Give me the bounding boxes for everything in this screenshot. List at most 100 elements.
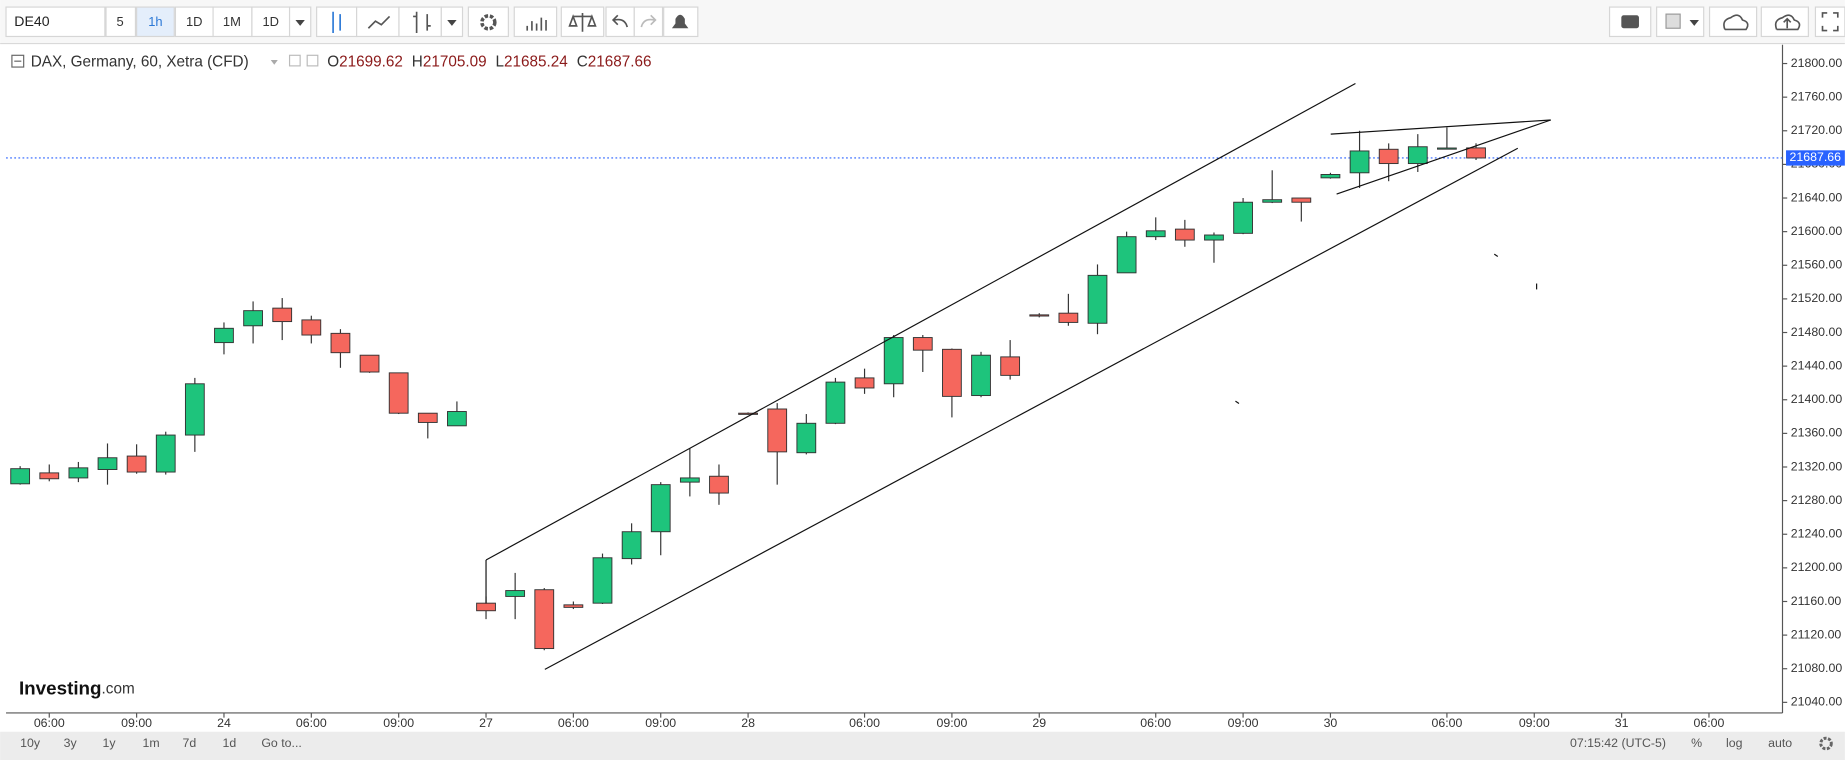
channel-upper[interactable] — [485, 83, 1356, 561]
y-tick-label: 21200.00 — [1791, 560, 1843, 574]
stray-mark — [1235, 400, 1240, 405]
interval-button[interactable] — [251, 6, 291, 38]
channel-lower[interactable] — [544, 147, 1519, 670]
candle-body — [272, 307, 293, 323]
x-tick-label: 28 — [741, 716, 755, 730]
legend-title: DAX, Germany, 60, Xetra (CFD) — [31, 53, 249, 70]
legend-icon — [288, 54, 301, 67]
range-button[interactable]: 3y — [64, 736, 78, 750]
compare-icon — [568, 12, 597, 32]
candle-body — [39, 472, 60, 480]
candles-button[interactable] — [316, 6, 358, 38]
log-toggle[interactable]: log — [1726, 736, 1743, 750]
bottom-bar — [0, 731, 1845, 760]
cloud-icon — [1723, 14, 1749, 31]
interval-button-active[interactable] — [136, 6, 175, 38]
stray-mark — [1493, 253, 1499, 257]
last-price-tag — [1786, 150, 1845, 166]
candle-body — [388, 372, 409, 414]
x-tick-label: 06:00 — [1431, 716, 1462, 730]
x-tick-label: 30 — [1324, 716, 1338, 730]
candle-body — [1320, 174, 1341, 179]
y-tick-label: 21480.00 — [1791, 325, 1843, 339]
candle-body — [1058, 312, 1079, 323]
candle-body — [1087, 274, 1108, 324]
range-button[interactable]: 7d — [183, 736, 197, 750]
candle-body — [1407, 146, 1428, 165]
y-tick-label: 21600.00 — [1791, 224, 1843, 238]
ohlc-value: 21687.66 — [588, 53, 652, 70]
redo-button[interactable] — [633, 6, 664, 38]
interval-label: 1h — [148, 14, 162, 29]
fullscreen-icon — [1821, 12, 1839, 32]
y-tick-label: 21080.00 — [1791, 661, 1843, 675]
y-tick-label: 21640.00 — [1791, 190, 1843, 204]
x-tick-label: 06:00 — [1694, 716, 1725, 730]
percent-toggle[interactable]: % — [1691, 736, 1702, 750]
candle-body — [417, 412, 438, 423]
candle-body — [184, 383, 205, 436]
triangle-upper[interactable] — [1330, 119, 1551, 135]
ohlc-value: 21705.09 — [423, 53, 487, 70]
candle-body — [912, 337, 933, 351]
range-button[interactable]: 1d — [223, 736, 237, 750]
bars-button[interactable] — [398, 6, 442, 38]
candle-body — [1437, 147, 1457, 150]
y-tick-label: 21560.00 — [1791, 258, 1843, 272]
y-tick-label: 21280.00 — [1791, 493, 1843, 507]
settings-button[interactable] — [467, 6, 509, 38]
interval-button[interactable] — [174, 6, 214, 38]
candle-body — [214, 327, 234, 344]
settings-icon[interactable] — [1819, 736, 1833, 751]
candle-body — [330, 332, 351, 354]
candle-body — [1466, 147, 1486, 159]
indicators-button[interactable] — [513, 6, 558, 38]
candle-body — [534, 589, 555, 650]
legend-icon — [306, 54, 319, 67]
ohlc-value: 21685.24 — [504, 53, 568, 70]
logo: Investing.com — [19, 677, 135, 698]
candle-body — [942, 348, 962, 397]
interval-label: 1D — [262, 14, 279, 29]
interval-button[interactable] — [105, 6, 137, 38]
symbol-input[interactable] — [5, 6, 106, 38]
clock: 07:15:42 (UTC-5) — [1570, 736, 1666, 750]
goto-button[interactable]: Go to... — [261, 736, 301, 750]
ohlc-value: 21699.62 — [339, 53, 403, 70]
symbol: DE40 — [14, 13, 49, 29]
x-tick-label: 06:00 — [296, 716, 327, 730]
candle-body — [825, 381, 846, 424]
range-button[interactable]: 1m — [143, 736, 160, 750]
ohlc-key: H — [412, 53, 423, 70]
x-tick-label: 06:00 — [34, 716, 65, 730]
x-tick-label: 24 — [217, 716, 231, 730]
drawings — [485, 83, 1551, 670]
candle-body — [301, 319, 322, 336]
y-tick-label: 21760.00 — [1791, 89, 1843, 103]
y-tick-label: 21520.00 — [1791, 291, 1843, 305]
interval-label: 1M — [223, 14, 241, 29]
cloud-upload-icon — [1774, 14, 1801, 31]
candle-body — [359, 354, 380, 373]
x-tick-label: 31 — [1615, 716, 1629, 730]
range-button[interactable]: 10y — [20, 736, 41, 750]
candle-body — [243, 310, 263, 327]
range-button[interactable]: 1y — [103, 736, 117, 750]
indicators-icon — [526, 17, 547, 31]
y-tick-label: 21720.00 — [1791, 123, 1843, 137]
load-button[interactable] — [1708, 6, 1758, 38]
candle-body — [10, 468, 31, 485]
candle-body — [505, 590, 526, 597]
triangle-lower[interactable] — [1336, 119, 1551, 195]
x-tick-label: 09:00 — [383, 716, 414, 730]
y-tick-label: 21400.00 — [1791, 392, 1843, 406]
x-tick-label: 09:00 — [936, 716, 967, 730]
undo-button[interactable] — [605, 6, 635, 38]
x-tick-label: 06:00 — [849, 716, 880, 730]
fullscreen-button[interactable] — [1814, 6, 1845, 38]
x-tick-label: 09:00 — [1519, 716, 1550, 730]
candle-body — [476, 602, 496, 612]
candle-body — [709, 475, 729, 494]
collapse-toggle[interactable] — [11, 54, 25, 68]
auto-toggle[interactable]: auto — [1768, 736, 1792, 750]
